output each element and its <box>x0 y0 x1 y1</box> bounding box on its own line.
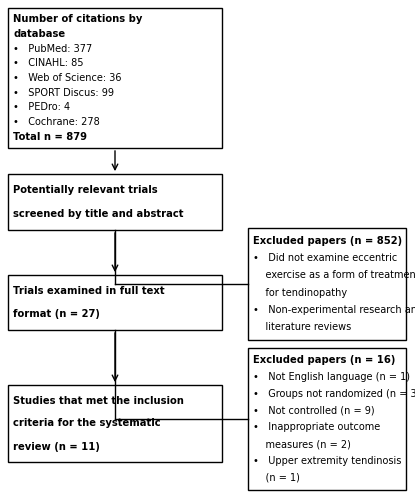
Text: format (n = 27): format (n = 27) <box>13 309 100 319</box>
Text: •   Upper extremity tendinosis: • Upper extremity tendinosis <box>253 456 401 466</box>
Text: •   PubMed: 377: • PubMed: 377 <box>13 44 92 54</box>
Text: •   Inappropriate outcome: • Inappropriate outcome <box>253 422 380 432</box>
Text: •   Not English language (n = 1): • Not English language (n = 1) <box>253 372 410 382</box>
Bar <box>8 174 222 230</box>
Text: •   Non-experimental research and: • Non-experimental research and <box>253 305 415 315</box>
Text: exercise as a form of treatment: exercise as a form of treatment <box>253 270 415 280</box>
Text: for tendinopathy: for tendinopathy <box>253 287 347 298</box>
Text: •   Cochrane: 278: • Cochrane: 278 <box>13 117 100 127</box>
Bar <box>8 385 222 462</box>
Text: •   PEDro: 4: • PEDro: 4 <box>13 102 70 112</box>
Text: Number of citations by: Number of citations by <box>13 14 142 24</box>
Text: screened by title and abstract: screened by title and abstract <box>13 209 183 219</box>
Bar <box>8 275 222 330</box>
Text: measures (n = 2): measures (n = 2) <box>253 439 351 449</box>
Text: Studies that met the inclusion: Studies that met the inclusion <box>13 396 184 406</box>
Text: review (n = 11): review (n = 11) <box>13 442 100 452</box>
Text: Excluded papers (n = 16): Excluded papers (n = 16) <box>253 355 395 365</box>
Text: Excluded papers (n = 852): Excluded papers (n = 852) <box>253 236 402 246</box>
Text: •   Web of Science: 36: • Web of Science: 36 <box>13 73 122 83</box>
Text: literature reviews: literature reviews <box>253 322 351 332</box>
Text: •   Did not examine eccentric: • Did not examine eccentric <box>253 253 397 263</box>
Text: •   SPORT Discus: 99: • SPORT Discus: 99 <box>13 88 114 98</box>
Text: •   Not controlled (n = 9): • Not controlled (n = 9) <box>253 406 375 416</box>
Text: Trials examined in full text: Trials examined in full text <box>13 286 165 296</box>
Text: •   CINAHL: 85: • CINAHL: 85 <box>13 58 83 68</box>
Bar <box>8 8 222 148</box>
Text: •   Groups not randomized (n = 3): • Groups not randomized (n = 3) <box>253 389 415 399</box>
Bar <box>248 228 406 340</box>
Text: database: database <box>13 29 65 39</box>
Text: Potentially relevant trials: Potentially relevant trials <box>13 185 158 195</box>
Bar <box>248 348 406 490</box>
Text: Total n = 879: Total n = 879 <box>13 132 87 142</box>
Text: (n = 1): (n = 1) <box>253 473 300 483</box>
Text: criteria for the systematic: criteria for the systematic <box>13 419 161 429</box>
